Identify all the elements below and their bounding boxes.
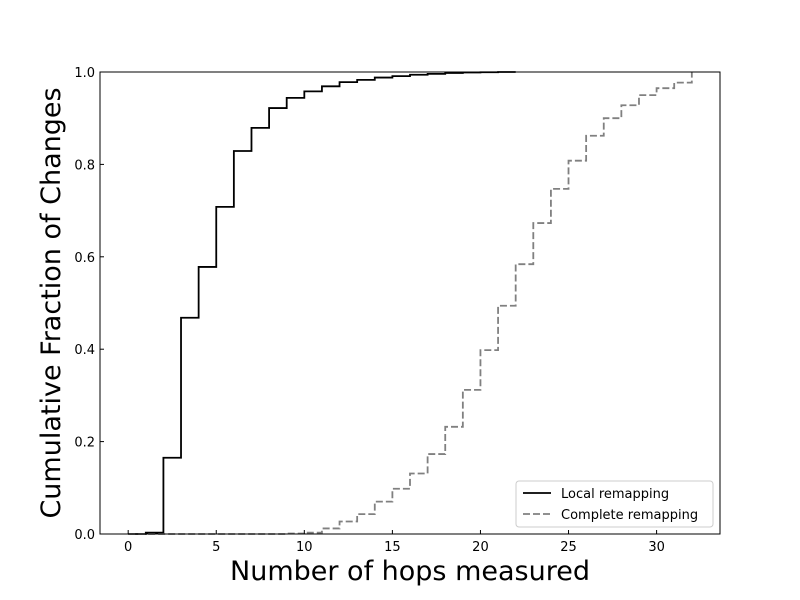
legend-label-complete: Complete remapping — [561, 508, 698, 523]
y-tick-label: 0.6 — [74, 251, 95, 266]
x-tick-label: 0 — [124, 540, 132, 555]
series-line-local — [128, 71, 516, 535]
x-tick-label: 10 — [296, 540, 313, 555]
y-tick-label: 0.0 — [74, 528, 95, 543]
legend: Local remapping Complete remapping — [515, 480, 714, 528]
series-layer — [128, 71, 693, 535]
x-axis-title: Number of hops measured — [230, 556, 590, 587]
x-tick-label: 25 — [560, 540, 577, 555]
y-axis-title: Cumulative Fraction of Changes — [36, 87, 67, 518]
y-tick-label: 0.2 — [74, 436, 95, 451]
x-tick-label: 30 — [648, 540, 665, 555]
x-tick-label: 5 — [212, 540, 220, 555]
y-tick-label: 0.8 — [74, 158, 95, 173]
x-tick-label: 20 — [472, 540, 489, 555]
legend-label-local: Local remapping — [561, 487, 669, 502]
ticks-layer: 0 5 10 15 20 25 30 0.0 0.2 0.4 0.6 0.8 1.0 — [74, 66, 665, 555]
y-tick-label: 1.0 — [74, 66, 95, 81]
x-tick-label: 15 — [384, 540, 401, 555]
y-tick-label: 0.4 — [74, 343, 95, 358]
plot-frame — [99, 71, 721, 535]
legend-box — [515, 480, 714, 528]
series-line-complete — [128, 72, 693, 535]
